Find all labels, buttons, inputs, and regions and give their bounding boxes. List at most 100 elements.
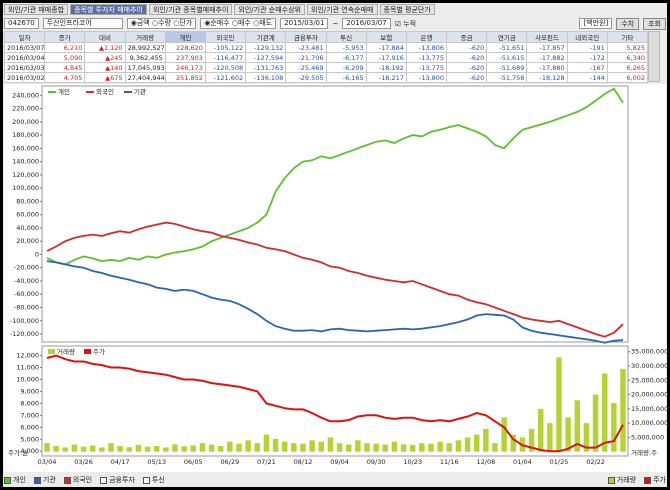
volume-bar — [382, 444, 389, 452]
volume-bar — [108, 443, 114, 452]
legend-label: 개인 — [58, 87, 70, 96]
legend-item[interactable]: 투신 — [142, 475, 165, 485]
table-cell: -620 — [446, 42, 488, 53]
checkbox — [142, 476, 150, 484]
tick-label: -40,000 — [14, 277, 39, 285]
volume-bar — [409, 444, 416, 452]
volume-bar — [245, 440, 251, 452]
date-from[interactable]: 2015/03/01 — [280, 18, 329, 29]
radio-label[interactable]: 수량 — [158, 19, 171, 27]
volume-bar — [327, 437, 334, 452]
volume-bar — [153, 446, 160, 452]
table-cell: -6,209 — [325, 62, 367, 73]
x-tick-label: 06/05 — [184, 458, 203, 466]
table-cell: 17,045,093 — [124, 62, 166, 73]
table-cell: 237,903 — [164, 52, 206, 63]
date-to[interactable]: 2016/03/07 — [342, 18, 391, 29]
radio-label[interactable]: 금액 — [136, 19, 150, 27]
tab[interactable]: 종목별 평균단가 — [379, 4, 435, 15]
table-cell: 6,002 — [606, 72, 649, 83]
x-tick-label: 05/13 — [147, 458, 166, 466]
code-input[interactable]: 042670 — [4, 18, 39, 29]
scrollbar[interactable] — [648, 31, 660, 82]
tick-label: 80,000 — [16, 197, 39, 205]
tab[interactable]: 외인/기관 매매종합 — [4, 4, 69, 15]
table-cell: -18,192 — [365, 62, 407, 73]
table-cell: -136,108 — [245, 72, 287, 83]
cumulative-label: 누적 — [403, 19, 417, 28]
column-header: 종금 — [446, 31, 488, 43]
legend-item[interactable]: 기관 — [33, 475, 56, 485]
tab[interactable]: 외인/기관 연속순매매 — [306, 4, 378, 15]
tick-label: 160,000 — [12, 144, 39, 152]
tick-label: 10,000,000 — [631, 419, 668, 427]
volume-bar — [309, 440, 315, 452]
volume-bar — [565, 417, 571, 452]
table-cell: -23,481 — [285, 42, 327, 53]
table-cell: -191 — [566, 42, 608, 53]
toolbar: 042670 두산인프라코어 ◉금액 ○수량 ○단가 ◉순매수 ○매수 ○매도 … — [4, 17, 666, 30]
legend-item[interactable]: 주가 — [644, 475, 666, 485]
radio-label[interactable]: 매도 — [259, 19, 273, 27]
table-cell: -18,217 — [365, 72, 407, 83]
volume-bar — [44, 443, 50, 452]
table-cell: 246,173 — [164, 62, 206, 73]
volume-bar — [473, 434, 480, 452]
radio-label[interactable]: 단가 — [179, 19, 193, 27]
volume-bar — [574, 400, 581, 452]
table-cell: 6,210 — [44, 42, 86, 53]
volume-bar — [419, 443, 425, 452]
table-cell: 5,825 — [606, 42, 649, 53]
tick-label: 240,000 — [12, 91, 39, 99]
tab[interactable]: 외인/기관 순매수상위 — [234, 4, 305, 15]
tick-label: 11,000 — [16, 364, 39, 372]
table-cell: 4,705 — [44, 72, 86, 83]
table-cell: -51,758 — [486, 72, 528, 83]
table-cell: ▲1,120 — [84, 42, 126, 53]
tab[interactable]: 외인/기관 종목별매매추이 — [148, 4, 233, 15]
volume-bar — [318, 441, 325, 452]
tick-label: 10,000 — [16, 375, 39, 383]
tick-label: 30,000,000 — [631, 362, 668, 370]
checkbox — [4, 476, 11, 484]
tick-label: 40,000 — [16, 224, 39, 232]
volume-bar — [455, 440, 462, 452]
volume-bar — [373, 443, 379, 452]
table-cell: -116,477 — [204, 52, 247, 63]
table-cell: -129,132 — [245, 42, 287, 53]
x-tick-label: 03/26 — [74, 458, 93, 466]
table-cell: 2016/03/07 — [3, 42, 46, 53]
button[interactable]: 조회 — [643, 17, 666, 30]
volume-bar — [263, 434, 270, 452]
legend-item[interactable]: 금융투자 — [100, 475, 135, 485]
table-cell: 6,340 — [606, 52, 649, 63]
table-cell: 2016/03/04 — [3, 52, 46, 63]
tick-label: -120,000 — [10, 330, 39, 338]
table-cell: -51,615 — [486, 52, 528, 63]
legend-swatch — [48, 349, 55, 354]
volume-bar — [528, 428, 535, 452]
tick-label: 5,000 — [20, 435, 39, 443]
volume-bar — [620, 368, 626, 452]
table-cell: 228,620 — [164, 42, 206, 53]
table-cell: -6,165 — [325, 72, 367, 83]
radio-label[interactable]: 순매수 — [210, 19, 230, 27]
tick-label: 4,000 — [20, 447, 39, 455]
column-header: 보험 — [365, 31, 407, 43]
button[interactable]: 수치 — [616, 17, 640, 30]
tick-label: 0 — [35, 250, 39, 258]
volume-bar — [227, 441, 233, 452]
radio-label[interactable]: 매수 — [237, 19, 251, 27]
legend-item[interactable]: 외국인 — [63, 475, 92, 485]
table-row: 2016/03/04 5,090 ▲245 9,362,455 237,903 -116,… — [3, 52, 649, 63]
tab-bar: 외인/기관 매매종합 종목별 투자자 매매추이 외인/기관 종목별매매추이 외인/기관… — [4, 4, 435, 15]
cumulative-check[interactable]: ☑ 누적 — [394, 19, 417, 28]
table-cell: -5,953 — [325, 42, 367, 53]
volume-bar — [464, 437, 471, 452]
legend-item[interactable]: 거래량 — [607, 475, 636, 485]
column-header: 거래량 — [124, 31, 166, 43]
column-header: 연기금 — [486, 31, 528, 43]
legend-label: 주가 — [653, 476, 666, 484]
legend-item[interactable]: 개인 — [4, 475, 26, 485]
tab[interactable]: 종목별 투자자 매매추이 — [70, 4, 147, 15]
